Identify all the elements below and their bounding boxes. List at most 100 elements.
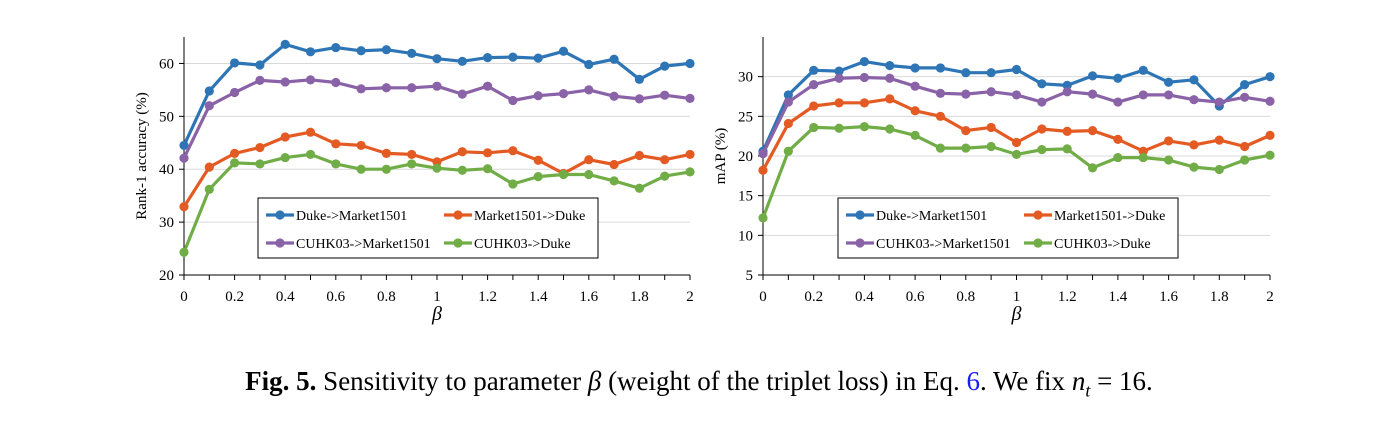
data-point	[584, 155, 594, 165]
data-point	[961, 143, 971, 153]
data-point	[1011, 149, 1022, 160]
x-tick-label: 1.2	[1058, 289, 1077, 305]
data-point	[660, 90, 670, 100]
data-point	[1164, 136, 1174, 146]
x-tick-label: 1.2	[478, 289, 497, 305]
data-point	[483, 81, 493, 91]
x-tick-label: 1.8	[1210, 289, 1229, 305]
data-point	[204, 162, 214, 172]
data-point	[1087, 89, 1098, 99]
data-point	[1214, 135, 1224, 145]
data-point	[660, 171, 670, 181]
data-point	[331, 159, 341, 169]
data-point	[986, 122, 996, 133]
data-point	[558, 169, 569, 180]
data-point	[1189, 162, 1199, 172]
legend-marker	[855, 238, 865, 248]
data-point	[584, 169, 594, 180]
data-point	[685, 58, 695, 69]
data-point	[584, 85, 594, 95]
data-point	[1113, 97, 1123, 107]
legend-marker	[275, 238, 285, 248]
y-tick-label: 30	[159, 215, 174, 231]
data-point	[305, 75, 316, 85]
caption-eq-ref-link[interactable]: 6	[966, 366, 981, 396]
data-point	[1087, 163, 1098, 173]
data-point	[1189, 95, 1199, 105]
data-point	[1138, 152, 1148, 163]
caption-label: Fig. 5.	[245, 366, 317, 396]
legend: Duke->Market1501 Market1501->Duke CUHK03->…	[257, 197, 599, 259]
data-point	[1164, 77, 1174, 87]
y-tick-label: 20	[159, 268, 174, 284]
data-point	[305, 149, 316, 160]
data-point	[859, 98, 870, 108]
figure-caption: Fig. 5. Sensitivity to parameter β (weig…	[0, 366, 1398, 401]
data-point	[859, 56, 870, 67]
legend-label: CUHK03->Duke	[474, 237, 571, 252]
data-point	[1113, 73, 1123, 83]
series-1	[179, 39, 695, 151]
legend-label: CUHK03->Market1501	[876, 237, 1011, 252]
x-tick-label: 0.6	[326, 289, 345, 305]
data-point	[255, 159, 265, 169]
legend-marker	[1033, 210, 1043, 220]
data-point	[634, 94, 645, 104]
data-point	[1240, 92, 1250, 102]
data-point	[961, 68, 971, 78]
data-point	[381, 45, 391, 55]
data-point	[1265, 150, 1275, 160]
caption-text-b: (weight of the triplet loss) in Eq.	[601, 366, 967, 396]
data-point	[660, 61, 670, 71]
data-point	[1138, 146, 1148, 156]
data-point	[1037, 97, 1047, 107]
data-point	[1037, 124, 1047, 134]
series-3	[179, 75, 695, 163]
legend-label: Market1501->Duke	[474, 209, 585, 224]
series-4	[758, 122, 1275, 223]
data-point	[910, 130, 920, 140]
data-point	[1037, 145, 1047, 155]
caption-text-c: . We fix	[980, 366, 1072, 396]
data-point	[457, 165, 467, 175]
data-point	[1265, 130, 1275, 140]
data-point	[809, 65, 819, 75]
data-point	[558, 46, 569, 56]
data-point	[1062, 80, 1072, 90]
series-line	[761, 97, 1271, 172]
data-point	[381, 164, 391, 174]
data-point	[859, 72, 870, 83]
chart-panel-1: 20 30 40 50 60 0 0.2 0.4 0.6 0.8 1 1.2 1.4 1.6 1.8 2 β Ra…	[134, 37, 695, 325]
data-point	[483, 164, 493, 174]
series-3	[758, 72, 1275, 159]
legend-marker	[453, 210, 463, 220]
data-point	[533, 172, 543, 182]
data-point	[1037, 79, 1047, 89]
y-tick-label: 60	[159, 56, 174, 72]
data-point	[483, 53, 493, 63]
data-point	[809, 101, 819, 111]
x-tick-label: 1	[433, 289, 441, 305]
data-point	[432, 54, 442, 64]
data-point	[1113, 134, 1123, 144]
data-point	[758, 149, 768, 159]
data-point	[356, 84, 366, 94]
data-point	[457, 147, 467, 157]
data-point	[381, 148, 391, 158]
data-point	[935, 88, 946, 98]
x-tick-label: 1.6	[579, 289, 598, 305]
data-point	[1164, 90, 1174, 100]
y-tick-label: 40	[159, 162, 174, 178]
legend-label: Duke->Market1501	[296, 209, 407, 224]
y-axis-label: Rank-1 accuracy (%)	[134, 92, 150, 219]
data-point	[584, 59, 594, 70]
data-point	[230, 87, 240, 98]
data-point	[634, 150, 645, 161]
data-point	[685, 149, 695, 160]
data-point	[483, 148, 493, 158]
data-point	[533, 155, 543, 165]
data-point	[609, 159, 619, 170]
data-point	[935, 111, 946, 121]
x-tick-label: 1.4	[1109, 289, 1128, 305]
